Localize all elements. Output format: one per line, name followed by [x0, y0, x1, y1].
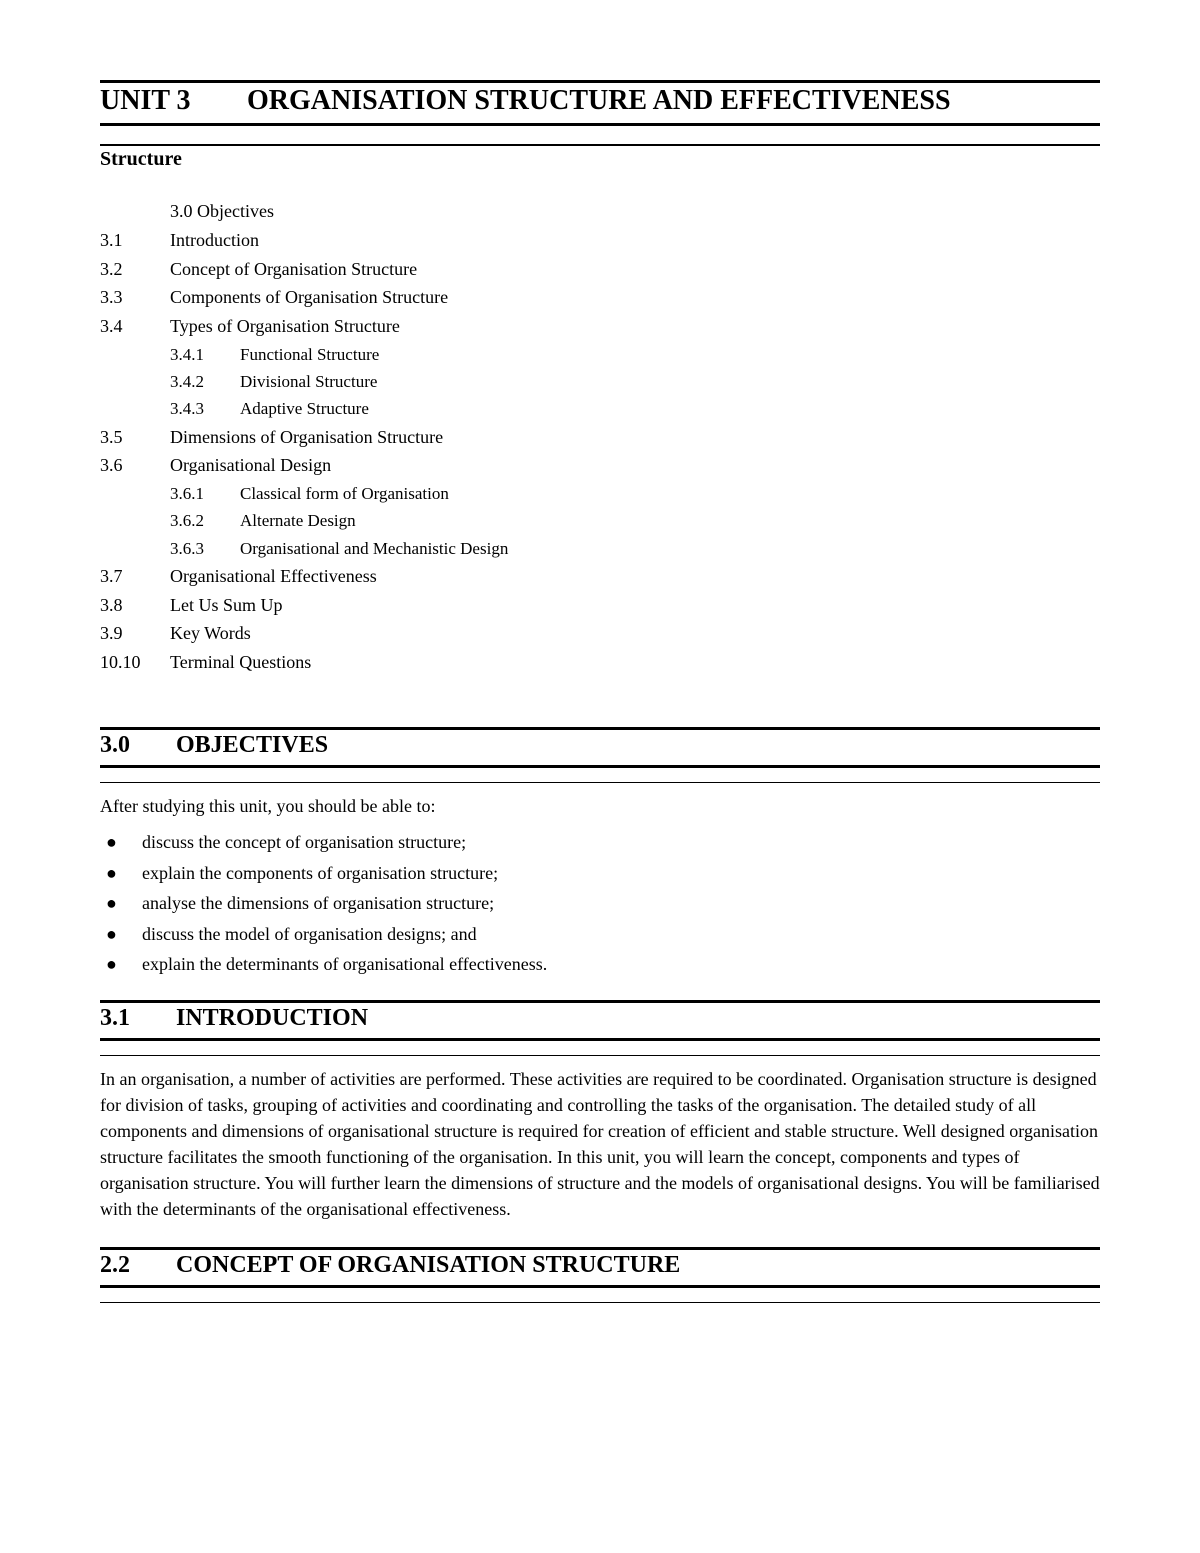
bullet-item: ●discuss the concept of organisation str… [100, 827, 1100, 858]
table-of-contents: 3.0 Objectives 3.1Introduction3.2Concept… [100, 197, 1100, 677]
toc-item-label: Types of Organisation Structure [170, 312, 1100, 341]
toc-item-number: 10.10 [100, 648, 170, 677]
bullet-icon: ● [100, 949, 142, 980]
toc-subitem-number: 3.4.2 [170, 368, 240, 395]
toc-item-number: 3.9 [100, 619, 170, 648]
bullet-icon: ● [100, 858, 142, 889]
section-underline [100, 1302, 1100, 1303]
toc-subitem: 3.6.3Organisational and Mechanistic Desi… [100, 535, 1100, 562]
toc-item: 3.5Dimensions of Organisation Structure [100, 423, 1100, 452]
objectives-bullets: ●discuss the concept of organisation str… [100, 827, 1100, 980]
bullet-text: explain the determinants of organisation… [142, 949, 1100, 980]
toc-subitem-label: Classical form of Organisation [240, 480, 449, 507]
unit-title: UNIT 3 ORGANISATION STRUCTURE AND EFFECT… [100, 80, 1100, 126]
toc-first-item: 3.0 Objectives [100, 197, 1100, 226]
structure-heading: Structure [100, 144, 1100, 171]
toc-subitem-label: Alternate Design [240, 507, 356, 534]
toc-item-number: 3.3 [100, 283, 170, 312]
bullet-item: ●discuss the model of organisation desig… [100, 919, 1100, 950]
section-underline [100, 782, 1100, 783]
bullet-icon: ● [100, 827, 142, 858]
bullet-icon: ● [100, 919, 142, 950]
toc-item-label: Dimensions of Organisation Structure [170, 423, 1100, 452]
toc-item-label: Organisational Effectiveness [170, 562, 1100, 591]
document-page: UNIT 3 ORGANISATION STRUCTURE AND EFFECT… [0, 0, 1200, 1393]
bullet-item: ●explain the determinants of organisatio… [100, 949, 1100, 980]
toc-subitem: 3.4.1Functional Structure [100, 341, 1100, 368]
toc-item-number: 3.7 [100, 562, 170, 591]
section-heading-objectives: 3.0 OBJECTIVES [100, 727, 1100, 768]
toc-item-number: 3.2 [100, 255, 170, 284]
section-heading-concept: 2.2 CONCEPT OF ORGANISATION STRUCTURE [100, 1247, 1100, 1288]
section-title: OBJECTIVES [176, 732, 328, 758]
toc-item: 3.8Let Us Sum Up [100, 591, 1100, 620]
toc-item-label: Concept of Organisation Structure [170, 255, 1100, 284]
toc-item: 10.10Terminal Questions [100, 648, 1100, 677]
section-number: 2.2 [100, 1252, 170, 1279]
section-heading-introduction: 3.1 INTRODUCTION [100, 1000, 1100, 1041]
toc-subitem-label: Organisational and Mechanistic Design [240, 535, 508, 562]
toc-subitem: 3.4.2Divisional Structure [100, 368, 1100, 395]
toc-subitem: 3.6.2Alternate Design [100, 507, 1100, 534]
toc-item-label: Components of Organisation Structure [170, 283, 1100, 312]
toc-item: 3.1Introduction [100, 226, 1100, 255]
toc-subitem-label: Divisional Structure [240, 368, 377, 395]
toc-item: 3.2Concept of Organisation Structure [100, 255, 1100, 284]
unit-title-text: ORGANISATION STRUCTURE AND EFFECTIVENESS [247, 85, 951, 116]
toc-subitem-number: 3.4.3 [170, 395, 240, 422]
objectives-intro: After studying this unit, you should be … [100, 793, 1100, 819]
toc-item-label: Terminal Questions [170, 648, 1100, 677]
bullet-item: ●analyse the dimensions of organisation … [100, 888, 1100, 919]
bullet-text: discuss the concept of organisation stru… [142, 827, 1100, 858]
toc-item-number: 3.1 [100, 226, 170, 255]
toc-subitem-label: Functional Structure [240, 341, 379, 368]
section-title: CONCEPT OF ORGANISATION STRUCTURE [176, 1252, 680, 1278]
toc-subitem: 3.6.1Classical form of Organisation [100, 480, 1100, 507]
bullet-text: analyse the dimensions of organisation s… [142, 888, 1100, 919]
toc-item-number: 3.5 [100, 423, 170, 452]
toc-item-label: Let Us Sum Up [170, 591, 1100, 620]
toc-item: 3.3Components of Organisation Structure [100, 283, 1100, 312]
unit-number: UNIT 3 [100, 85, 240, 117]
toc-item-label: Introduction [170, 226, 1100, 255]
bullet-text: discuss the model of organisation design… [142, 919, 1100, 950]
toc-item-number: 3.4 [100, 312, 170, 341]
toc-item: 3.7Organisational Effectiveness [100, 562, 1100, 591]
bullet-text: explain the components of organisation s… [142, 858, 1100, 889]
toc-item: 3.6Organisational Design [100, 451, 1100, 480]
section-number: 3.0 [100, 732, 170, 759]
toc-subitem: 3.4.3Adaptive Structure [100, 395, 1100, 422]
toc-item-label: Key Words [170, 619, 1100, 648]
bullet-icon: ● [100, 888, 142, 919]
section-title: INTRODUCTION [176, 1005, 368, 1031]
toc-subitem-number: 3.6.2 [170, 507, 240, 534]
toc-item: 3.9Key Words [100, 619, 1100, 648]
toc-subitem-number: 3.4.1 [170, 341, 240, 368]
section-number: 3.1 [100, 1005, 170, 1032]
introduction-body: In an organisation, a number of activiti… [100, 1066, 1100, 1223]
toc-item: 3.4Types of Organisation Structure [100, 312, 1100, 341]
toc-item-number: 3.6 [100, 451, 170, 480]
toc-subitem-number: 3.6.1 [170, 480, 240, 507]
bullet-item: ●explain the components of organisation … [100, 858, 1100, 889]
section-underline [100, 1055, 1100, 1056]
toc-item-number: 3.8 [100, 591, 170, 620]
toc-item-label: Organisational Design [170, 451, 1100, 480]
toc-subitem-label: Adaptive Structure [240, 395, 369, 422]
toc-subitem-number: 3.6.3 [170, 535, 240, 562]
